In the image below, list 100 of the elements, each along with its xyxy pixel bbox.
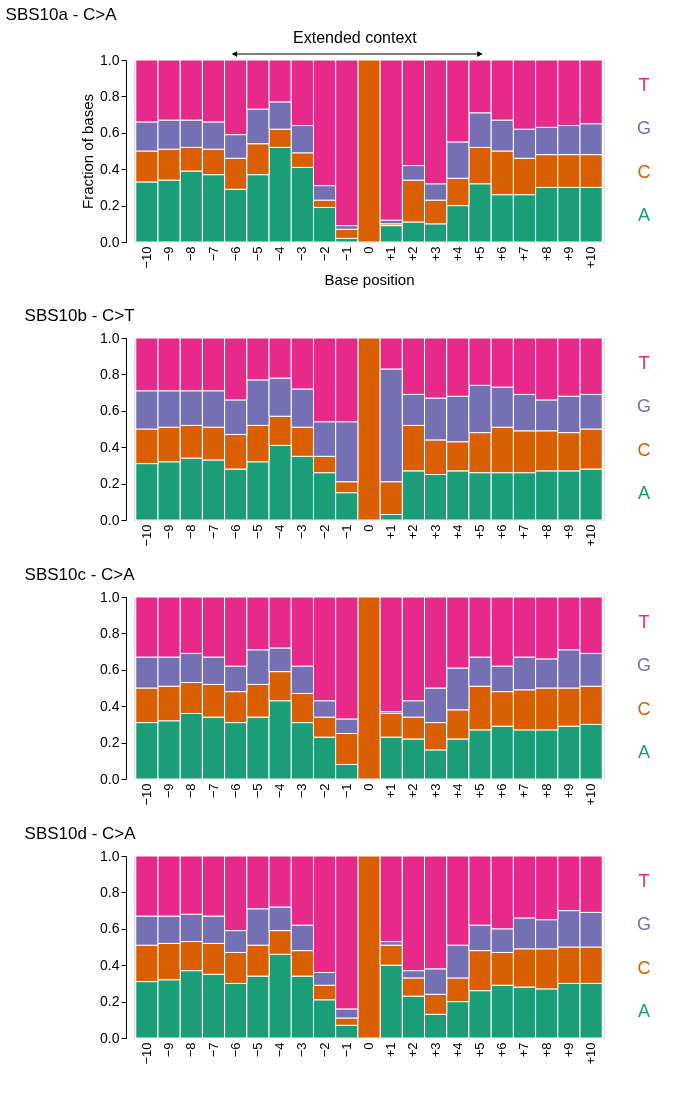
y-tick-label: 0.6 [100, 661, 120, 678]
x-tick-label: −3 [294, 524, 310, 540]
x-tick-label: −9 [161, 524, 177, 540]
series-label: C [637, 698, 651, 719]
x-tick-label: +1 [383, 524, 399, 540]
x-tick-label: −1 [338, 246, 354, 262]
x-tick-label: +9 [560, 246, 576, 262]
x-tick-label: −5 [249, 246, 265, 262]
x-tick-label: −1 [338, 783, 354, 799]
x-tick-label: −7 [205, 783, 221, 799]
chart-title: SBS10b - C>T [24, 306, 135, 325]
x-axis-title: Base position [324, 270, 415, 288]
x-tick-label: +2 [405, 246, 421, 262]
series-label: C [637, 161, 651, 182]
x-tick-label: −4 [272, 1042, 288, 1058]
y-axis-title: Fraction of bases [79, 93, 97, 210]
y-tick-label: 1.0 [100, 51, 120, 68]
x-tick-label: −4 [272, 246, 288, 262]
x-tick-label: +10 [583, 246, 599, 269]
x-tick-label: −4 [272, 783, 288, 799]
x-tick-label: +5 [472, 783, 488, 799]
series-label: G [636, 655, 652, 676]
x-tick-label: +9 [560, 524, 576, 540]
x-tick-label: −8 [183, 1042, 199, 1058]
x-tick-label: 0 [361, 246, 376, 254]
x-tick-label: +6 [494, 524, 510, 540]
x-tick-label: +3 [427, 524, 443, 540]
x-tick-label: −1 [338, 1042, 354, 1058]
x-tick-label: +1 [383, 1042, 399, 1058]
y-tick-label: 0.8 [100, 624, 120, 641]
x-tick-label: −10 [138, 783, 154, 806]
y-tick-label: 0.8 [100, 87, 120, 104]
text: T [638, 353, 650, 373]
x-tick-label: +2 [405, 1042, 421, 1058]
x-tick-label: +6 [494, 783, 510, 799]
x-tick-label: −8 [183, 783, 199, 799]
y-tick-label: 0.4 [100, 697, 120, 714]
series-label: G [636, 914, 652, 935]
x-tick-label: +7 [516, 246, 532, 262]
y-tick-label: 0.4 [100, 956, 120, 973]
y-tick-label: 0.2 [100, 734, 120, 751]
x-tick-label: +9 [560, 783, 576, 799]
x-tick-label: +4 [449, 1042, 465, 1058]
x-tick-label: −5 [249, 1042, 265, 1058]
x-tick-label: +3 [427, 246, 443, 262]
series-label: C [637, 957, 651, 978]
x-tick-label: −9 [161, 1042, 177, 1058]
x-tick-label: +7 [516, 783, 532, 799]
x-tick-label: +2 [405, 524, 421, 540]
y-tick-label: 0.6 [100, 920, 120, 937]
y-tick-label: 1.0 [100, 329, 120, 346]
x-tick-label: −6 [227, 783, 243, 799]
y-tick-label: 0.8 [100, 365, 120, 382]
y-tick-label: 1.0 [100, 847, 120, 864]
x-tick-label: 0 [361, 783, 376, 791]
x-tick-label: +5 [472, 246, 488, 262]
x-tick-label: −7 [205, 524, 221, 540]
x-tick-label: +7 [516, 1042, 532, 1058]
x-tick-label: +6 [494, 246, 510, 262]
x-tick-label: +4 [449, 246, 465, 262]
chart-title: SBS10c - C>A [24, 565, 136, 584]
x-tick-label: −10 [138, 1042, 154, 1065]
chart-title: SBS10a - C>A [5, 5, 118, 24]
x-tick-label: −3 [294, 1042, 310, 1058]
text: T [638, 612, 650, 632]
x-tick-label: −9 [161, 246, 177, 262]
x-tick-label: +1 [383, 246, 399, 262]
x-tick-label: +10 [583, 783, 599, 806]
x-tick-label: +10 [583, 524, 599, 547]
y-tick-label: 0.8 [100, 883, 120, 900]
x-tick-label: +6 [494, 1042, 510, 1058]
y-tick-label: 0.4 [100, 160, 120, 177]
x-tick-label: −2 [316, 783, 332, 799]
y-tick-label: 0.2 [100, 993, 120, 1010]
y-tick-label: 0.2 [100, 475, 120, 492]
series-label: A [637, 205, 651, 225]
y-tick-label: 0.6 [100, 124, 120, 141]
x-tick-label: +7 [516, 524, 532, 540]
x-tick-label: +4 [449, 783, 465, 799]
x-tick-label: +4 [449, 524, 465, 540]
x-tick-label: −3 [294, 246, 310, 262]
x-tick-label: +8 [538, 783, 554, 799]
x-tick-label: −2 [316, 1042, 332, 1058]
x-tick-label: −4 [272, 524, 288, 540]
x-tick-label: +5 [472, 1042, 488, 1058]
x-tick-label: +9 [560, 1042, 576, 1058]
y-tick-label: 0.0 [100, 233, 120, 250]
x-tick-label: −2 [316, 524, 332, 540]
x-tick-label: +8 [538, 246, 554, 262]
x-tick-label: −5 [249, 524, 265, 540]
x-tick-label: −2 [316, 246, 332, 262]
y-tick-label: 0.6 [100, 402, 120, 419]
text: T [638, 75, 650, 95]
x-tick-label: −6 [227, 524, 243, 540]
x-tick-label: −1 [338, 524, 354, 540]
x-tick-label: +1 [383, 783, 399, 799]
x-tick-label: +8 [538, 524, 554, 540]
x-tick-label: −8 [183, 246, 199, 262]
text: Extended context [293, 29, 418, 46]
x-tick-label: −6 [227, 1042, 243, 1058]
